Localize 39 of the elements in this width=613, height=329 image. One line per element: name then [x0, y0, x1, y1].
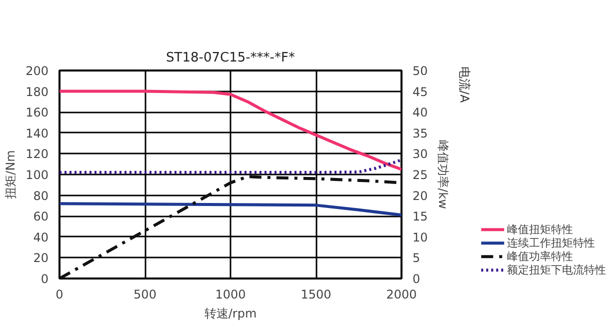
y-tick-label: 120 [26, 147, 48, 162]
y-axis-title: 扭矩/Nm [4, 150, 18, 199]
legend-label: 峰值扭矩特性 [506, 223, 573, 236]
x-tick-label: 1000 [215, 288, 246, 302]
y-tick-label: 20 [33, 251, 49, 266]
y2-tick-label: 20 [412, 188, 428, 203]
y-tick-label: 60 [33, 210, 49, 224]
y-tick-label: 40 [33, 230, 49, 244]
y2-tick-label: 10 [412, 230, 428, 244]
y2-axis-title: 峰值功率/kw [436, 140, 450, 210]
y2-tick-label: 15 [412, 210, 428, 224]
y2-tick-label: 25 [412, 168, 428, 182]
y-tick-label: 160 [26, 106, 48, 120]
y-tick-label: 100 [26, 168, 48, 182]
y2-tick-label: 45 [412, 84, 428, 99]
line-series [60, 158, 402, 174]
legend-label: 额定扭矩下电流特性 [506, 264, 606, 277]
text: 电流/A [458, 66, 472, 104]
x-tick-label: 1500 [300, 288, 332, 302]
legend-label: 连续工作扭矩特性 [506, 236, 595, 250]
x-tick-label: 2000 [386, 288, 417, 302]
line-series [60, 90, 402, 171]
y-tick-label: 180 [26, 84, 48, 99]
y-tick-label: 80 [33, 188, 49, 203]
y-tick-label: 200 [26, 64, 48, 78]
y2-tick-label: 35 [412, 126, 428, 140]
y2-tick-label: 0 [412, 272, 420, 286]
y2-tick-label: 30 [412, 147, 428, 162]
y2-tick-label: 5 [412, 251, 420, 266]
y-tick-label: 140 [26, 126, 48, 140]
x-axis-title: 转速/rpm [204, 306, 257, 320]
x-tick-label: 500 [134, 288, 156, 302]
chart-title: ST18-07C15-***-*F* [166, 50, 296, 66]
legend-label: 峰值功率特性 [506, 250, 573, 264]
y-tick-label: 0 [40, 272, 49, 286]
line-series [60, 202, 402, 217]
y2-tick-label: 40 [412, 106, 428, 120]
y2-tick-label: 50 [412, 64, 428, 78]
x-tick-label: 0 [56, 288, 64, 302]
